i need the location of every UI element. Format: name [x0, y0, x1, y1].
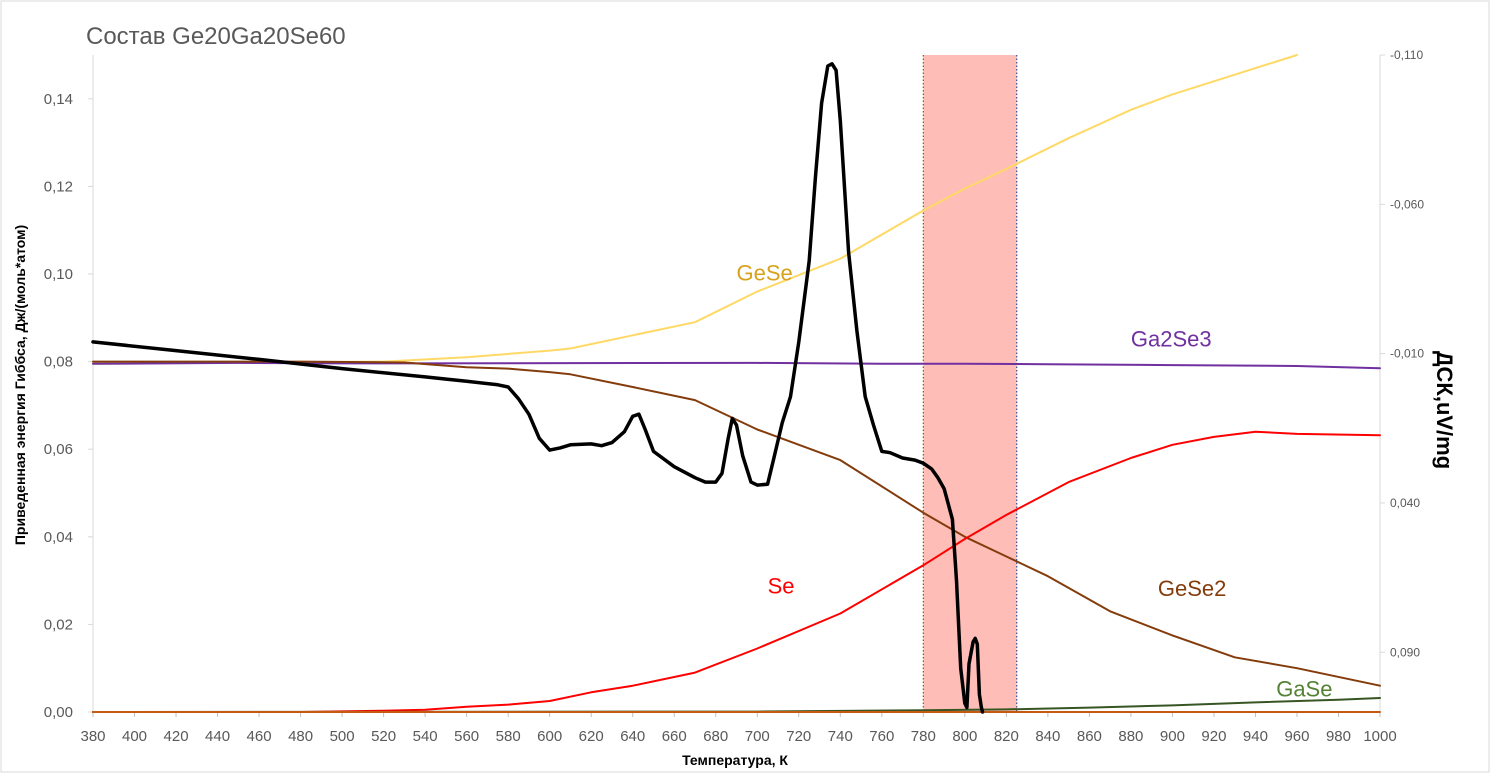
- highlight-region: [923, 55, 1017, 712]
- y-tick-label: 0,02: [44, 616, 73, 633]
- x-tick-label: 380: [80, 728, 105, 745]
- y-tick-label: 0,12: [44, 178, 73, 195]
- y-tick-label: 0,00: [44, 704, 73, 721]
- x-tick-label: 500: [330, 728, 355, 745]
- y2-axis-title: ДСК,uV/mg: [1432, 351, 1457, 469]
- x-tick-label: 560: [454, 728, 479, 745]
- y-axis-title: Приведенная энергия Гиббса, Дж/(моль*ато…: [12, 225, 28, 545]
- series-label: GaSe: [1276, 677, 1332, 702]
- x-tick-label: 940: [1243, 728, 1268, 745]
- x-tick-label: 960: [1284, 728, 1309, 745]
- x-tick-label: 800: [952, 728, 977, 745]
- x-tick-label: 880: [1118, 728, 1143, 745]
- y-tick-label: 0,04: [44, 529, 73, 546]
- series-label: GeSe: [737, 261, 793, 286]
- y2-tick-label: -0,060: [1390, 197, 1424, 211]
- x-tick-label: 820: [994, 728, 1019, 745]
- x-axis-title: Температура, К: [682, 752, 788, 768]
- series-label: GeSe2: [1158, 576, 1227, 601]
- x-tick-label: 620: [579, 728, 604, 745]
- y2-tick-label: 0,090: [1390, 645, 1420, 659]
- x-tick-label: 520: [371, 728, 396, 745]
- x-tick-label: 840: [1035, 728, 1060, 745]
- chart-title: Состав Ge20Ga20Se60: [86, 23, 346, 50]
- x-tick-label: 600: [537, 728, 562, 745]
- x-tick-label: 640: [620, 728, 645, 745]
- y-tick-label: 0,10: [44, 266, 73, 283]
- y2-tick-label: 0,040: [1390, 496, 1420, 510]
- x-tick-label: 1000: [1363, 728, 1396, 745]
- x-tick-label: 720: [786, 728, 811, 745]
- x-tick-label: 660: [662, 728, 687, 745]
- y2-tick-label: -0,010: [1390, 347, 1424, 361]
- x-tick-label: 460: [247, 728, 272, 745]
- x-tick-label: 900: [1160, 728, 1185, 745]
- x-tick-label: 440: [205, 728, 230, 745]
- x-tick-label: 700: [745, 728, 770, 745]
- series-label: Ga2Se3: [1131, 326, 1212, 351]
- x-tick-label: 680: [703, 728, 728, 745]
- x-tick-label: 400: [122, 728, 147, 745]
- x-tick-label: 760: [869, 728, 894, 745]
- x-tick-label: 540: [413, 728, 438, 745]
- x-tick-label: 480: [288, 728, 313, 745]
- y-tick-label: 0,06: [44, 441, 73, 458]
- x-tick-label: 780: [911, 728, 936, 745]
- y2-tick-label: -0,110: [1390, 48, 1423, 62]
- x-tick-label: 980: [1326, 728, 1351, 745]
- series-label: Se: [768, 574, 795, 599]
- x-tick-label: 860: [1077, 728, 1102, 745]
- x-tick-label: 420: [164, 728, 189, 745]
- y-tick-label: 0,14: [44, 91, 73, 108]
- x-tick-label: 740: [828, 728, 853, 745]
- series-line: [91, 62, 985, 714]
- series-line-gese: [92, 54, 1298, 365]
- series-line-gese2: [92, 360, 1381, 687]
- x-tick-label: 580: [496, 728, 521, 745]
- series-line-se: [92, 430, 1381, 713]
- x-tick-label: 920: [1201, 728, 1226, 745]
- y-tick-label: 0,08: [44, 354, 73, 371]
